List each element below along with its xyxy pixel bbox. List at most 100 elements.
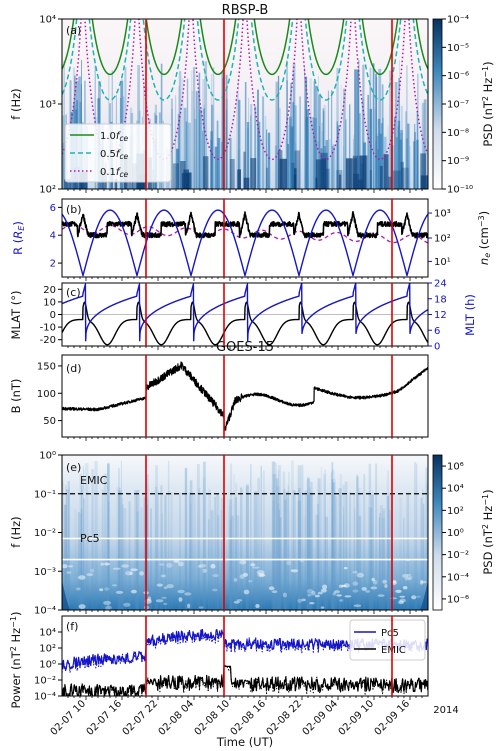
spectrogram-speckle: [352, 570, 358, 574]
spectrogram-streak: [103, 473, 107, 610]
spectrogram-blob: [325, 168, 330, 189]
spectrogram-speckle: [99, 588, 104, 592]
panel-a-colorbar-label: PSD (nT2 Hz−1): [481, 61, 495, 146]
spectrogram-speckle: [395, 589, 402, 594]
spectrogram-streak: [140, 507, 143, 610]
spectrogram-blob: [369, 170, 372, 189]
spectrogram-speckle: [307, 594, 312, 597]
spectrogram-blob: [278, 150, 283, 189]
spectrogram-streak: [331, 479, 334, 610]
panel-e-y-ticks: 10⁻⁴ 10⁻³ 10⁻² 10⁻¹ 10⁰: [34, 451, 62, 617]
spectrogram-streak: [286, 60, 288, 189]
spectrogram-streak: [81, 485, 83, 610]
x-tick-label: 02-09 04: [301, 698, 341, 738]
spectrogram-blob: [379, 165, 383, 189]
spectrogram-streak: [423, 99, 427, 189]
spectrogram-speckle: [166, 584, 174, 589]
colorbar-tick-label: 10⁻⁴: [447, 572, 469, 583]
spectrogram-streak: [185, 121, 188, 189]
spectrogram-streak: [332, 146, 334, 189]
spectrogram-streak: [376, 135, 379, 189]
spectrogram-streak: [122, 497, 124, 610]
spectrogram-streak: [157, 490, 159, 610]
spectrogram-streak: [305, 101, 307, 189]
spectrogram-blob: [388, 176, 392, 189]
spectrogram-speckle: [320, 588, 327, 593]
spectrogram-streak: [62, 142, 65, 189]
spectrogram-streak: [253, 491, 258, 610]
spectrogram-speckle: [243, 589, 250, 595]
spectrogram-streak: [422, 488, 424, 610]
spectrogram-streak: [407, 123, 410, 189]
spectrogram-speckle: [68, 565, 73, 568]
spectrogram-blob: [250, 158, 257, 189]
spectrogram-streak: [340, 84, 342, 189]
spectrogram-streak: [247, 128, 249, 189]
spectrogram-streak: [276, 478, 279, 610]
spectrogram-streak: [279, 517, 282, 610]
spectrogram-streak: [375, 463, 378, 610]
y-tick-label: 100: [37, 389, 56, 400]
panel-f-label: (f): [66, 620, 78, 633]
cone-right: [420, 580, 428, 610]
spectrogram-streak: [120, 460, 122, 610]
spectrogram-speckle: [399, 598, 406, 603]
spectrogram-streak: [174, 95, 177, 189]
spectrogram-streak: [118, 488, 121, 610]
spectrogram-streak: [276, 485, 280, 610]
spectrogram-streak: [290, 126, 294, 189]
spectrogram-streak: [318, 94, 321, 189]
spectrogram-streak: [298, 488, 301, 610]
spectrogram-streak: [403, 517, 405, 610]
legend-emic-label: EMIC: [381, 645, 406, 656]
spectrogram-streak: [266, 129, 268, 189]
spectrogram-streak: [231, 515, 234, 610]
spectrogram-speckle: [282, 592, 287, 598]
spectrogram-speckle: [406, 575, 413, 580]
panel-b-ylabel: R (RE): [11, 221, 26, 255]
spectrogram-speckle: [352, 589, 359, 593]
spectrogram-streak: [368, 507, 372, 610]
spectrogram-streak: [332, 482, 336, 610]
y-tick-label: 10⁻⁴: [34, 692, 56, 703]
spectrogram-streak: [280, 495, 282, 610]
spectrogram-streak: [394, 116, 396, 189]
spectrogram-streak: [338, 488, 342, 610]
spectrogram-streak: [357, 487, 361, 610]
panel-c-y2label: MLT (h): [463, 294, 477, 336]
y-tick-label: 6: [50, 203, 56, 214]
spectrogram-speckle: [259, 573, 266, 577]
panel-e-label: (e): [66, 461, 81, 474]
spectrogram-streak: [195, 91, 198, 189]
spectrogram-streak: [101, 489, 104, 610]
spectrogram-blob: [291, 162, 295, 189]
spectrogram-streak: [420, 497, 423, 610]
spectrogram-streak: [379, 513, 382, 610]
spectrogram-streak: [306, 148, 308, 189]
spectrogram-streak: [271, 461, 276, 610]
spectrogram-streak: [413, 141, 416, 189]
spectrogram-speckle: [86, 573, 94, 577]
y-tick-label: 10⁴: [39, 628, 56, 639]
spectrogram-streak: [275, 463, 277, 610]
spectrogram-speckle: [233, 578, 238, 582]
spectrogram-streak: [304, 67, 305, 189]
spectrogram-streak: [199, 109, 202, 189]
spectrogram-streak: [409, 145, 411, 189]
spectrogram-streak: [79, 473, 82, 610]
spectrogram-streak: [287, 144, 289, 189]
spectrogram-streak: [342, 515, 345, 610]
spectrogram-streak: [330, 472, 333, 610]
spectrogram-streak: [284, 491, 289, 610]
spectrogram-streak: [304, 490, 309, 610]
spectrogram-blob: [336, 170, 343, 189]
spectrogram-speckle: [420, 580, 427, 584]
spectrogram-streak: [279, 108, 281, 189]
spectrogram-streak: [318, 75, 319, 189]
spectrogram-blob: [315, 159, 322, 189]
spectrogram-streak: [228, 505, 231, 610]
spectrogram-speckle: [344, 595, 352, 598]
panel-f-y-ticks: 10⁻⁴ 10⁻² 10⁰ 10² 10⁴: [34, 628, 62, 703]
spectrogram-speckle: [314, 594, 320, 598]
spectrogram-streak: [345, 119, 347, 189]
